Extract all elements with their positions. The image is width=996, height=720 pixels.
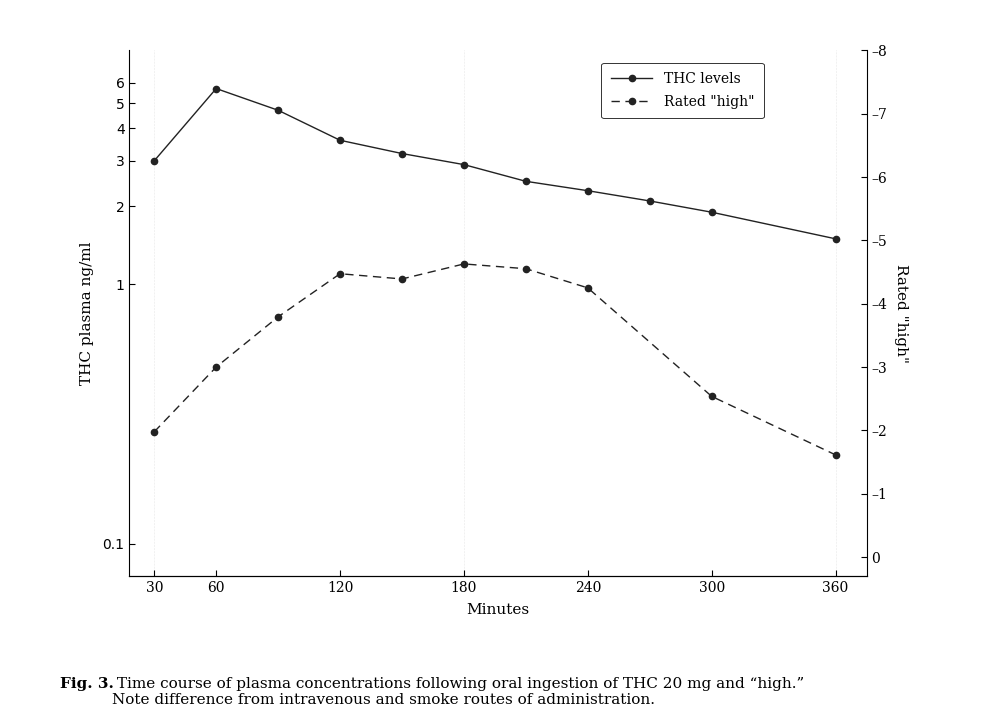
Text: Time course of plasma concentrations following oral ingestion of THC 20 mg and “: Time course of plasma concentrations fol… <box>112 677 804 707</box>
X-axis label: Minutes: Minutes <box>466 603 530 617</box>
Legend: THC levels, Rated "high": THC levels, Rated "high" <box>601 63 764 118</box>
Text: Fig. 3.: Fig. 3. <box>60 677 114 690</box>
Y-axis label: THC plasma ng/ml: THC plasma ng/ml <box>81 241 95 385</box>
Y-axis label: Rated "high": Rated "high" <box>894 264 908 363</box>
